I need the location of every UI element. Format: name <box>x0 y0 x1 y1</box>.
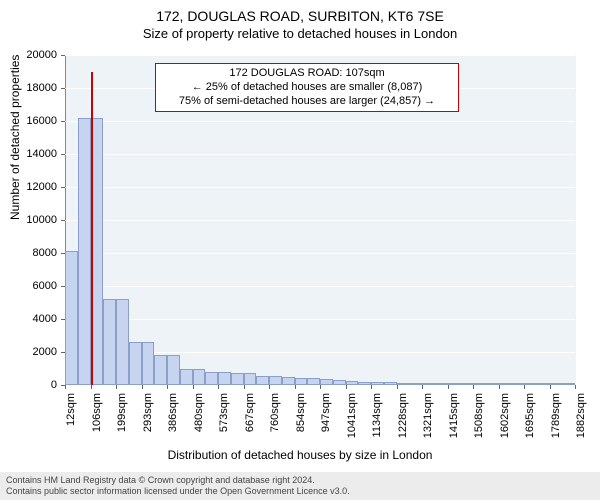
histogram-bar <box>193 369 206 386</box>
subtitle: Size of property relative to detached ho… <box>0 24 600 41</box>
histogram-bar <box>422 383 435 385</box>
histogram-bar <box>333 380 346 385</box>
histogram-bar <box>320 379 333 385</box>
histogram-bar <box>511 383 524 385</box>
y-tick-label: 12000 <box>17 181 57 193</box>
address-title: 172, DOUGLAS ROAD, SURBITON, KT6 7SE <box>0 0 600 24</box>
histogram-bar <box>537 383 550 385</box>
x-tick-label: 573sqm <box>218 393 230 443</box>
x-tick-label: 854sqm <box>295 393 307 443</box>
y-tick-label: 0 <box>17 379 57 391</box>
histogram-bar <box>460 383 473 385</box>
x-tick-label: 12sqm <box>65 393 77 443</box>
histogram-bar <box>205 372 218 385</box>
x-tick-label: 1134sqm <box>371 393 383 443</box>
y-tick-label: 16000 <box>17 115 57 127</box>
x-tick-label: 947sqm <box>320 393 332 443</box>
histogram-bar <box>435 383 448 385</box>
y-tick-label: 4000 <box>17 313 57 325</box>
x-axis-label: Distribution of detached houses by size … <box>0 448 600 462</box>
x-tick-label: 1415sqm <box>448 393 460 443</box>
x-tick-label: 1041sqm <box>346 393 358 443</box>
histogram-bar <box>244 373 257 385</box>
x-tick-label: 1508sqm <box>473 393 485 443</box>
x-tick-label: 1789sqm <box>550 393 562 443</box>
histogram-bar <box>448 383 461 385</box>
y-tick-label: 10000 <box>17 214 57 226</box>
histogram-bar <box>295 378 308 385</box>
histogram-bar <box>346 381 359 385</box>
footer-line-2: Contains public sector information licen… <box>6 486 594 497</box>
x-tick-label: 760sqm <box>269 393 281 443</box>
histogram-bar <box>371 382 384 385</box>
histogram-bar <box>409 383 422 385</box>
y-axis-label: Number of detached properties <box>8 55 22 220</box>
figure: 172, DOUGLAS ROAD, SURBITON, KT6 7SE Siz… <box>0 0 600 500</box>
x-tick-label: 1602sqm <box>499 393 511 443</box>
histogram-bar <box>154 355 167 385</box>
histogram-bar <box>550 383 563 385</box>
histogram-bar <box>129 342 142 385</box>
histogram-bar <box>358 382 371 385</box>
x-tick-label: 480sqm <box>193 393 205 443</box>
histogram-bar <box>562 383 575 385</box>
y-tick-label: 14000 <box>17 148 57 160</box>
x-tick-label: 667sqm <box>244 393 256 443</box>
histogram-bar <box>486 383 499 385</box>
footer-line-1: Contains HM Land Registry data © Crown c… <box>6 475 594 486</box>
y-tick-label: 20000 <box>17 49 57 61</box>
histogram-bar <box>397 383 410 385</box>
histogram-bar <box>180 369 193 386</box>
histogram-bar <box>269 376 282 385</box>
y-tick-label: 2000 <box>17 346 57 358</box>
x-tick-label: 1882sqm <box>575 393 587 443</box>
histogram-bar <box>142 342 155 385</box>
histogram-bar <box>256 376 269 385</box>
histogram-bar <box>218 372 231 385</box>
histogram-bar <box>307 378 320 385</box>
y-tick-label: 6000 <box>17 280 57 292</box>
histogram-bar <box>282 377 295 385</box>
footer: Contains HM Land Registry data © Crown c… <box>0 472 600 500</box>
x-tick-label: 199sqm <box>116 393 128 443</box>
x-tick-label: 1228sqm <box>397 393 409 443</box>
histogram-bar <box>103 299 116 385</box>
histogram-bar <box>524 383 537 385</box>
annotation-line-2: ← 25% of detached houses are smaller (8,… <box>162 81 452 95</box>
histogram-bar <box>384 382 397 385</box>
annotation-line-3: 75% of semi-detached houses are larger (… <box>162 95 452 109</box>
x-tick-label: 293sqm <box>142 393 154 443</box>
x-tick-label: 386sqm <box>167 393 179 443</box>
x-tick-label: 106sqm <box>91 393 103 443</box>
histogram-bar <box>116 299 129 385</box>
annotation-line-1: 172 DOUGLAS ROAD: 107sqm <box>162 67 452 81</box>
histogram-bar <box>473 383 486 385</box>
y-tick-label: 18000 <box>17 82 57 94</box>
annotation-box: 172 DOUGLAS ROAD: 107sqm ← 25% of detach… <box>155 63 459 112</box>
x-tick-label: 1321sqm <box>422 393 434 443</box>
chart-area: 0200040006000800010000120001400016000180… <box>65 55 575 385</box>
histogram-bar <box>499 383 512 385</box>
histogram-bar <box>65 251 78 385</box>
histogram-bar <box>167 355 180 385</box>
y-tick-label: 8000 <box>17 247 57 259</box>
x-tick-label: 1695sqm <box>524 393 536 443</box>
histogram-bar <box>78 118 91 385</box>
histogram-bar <box>231 373 244 385</box>
